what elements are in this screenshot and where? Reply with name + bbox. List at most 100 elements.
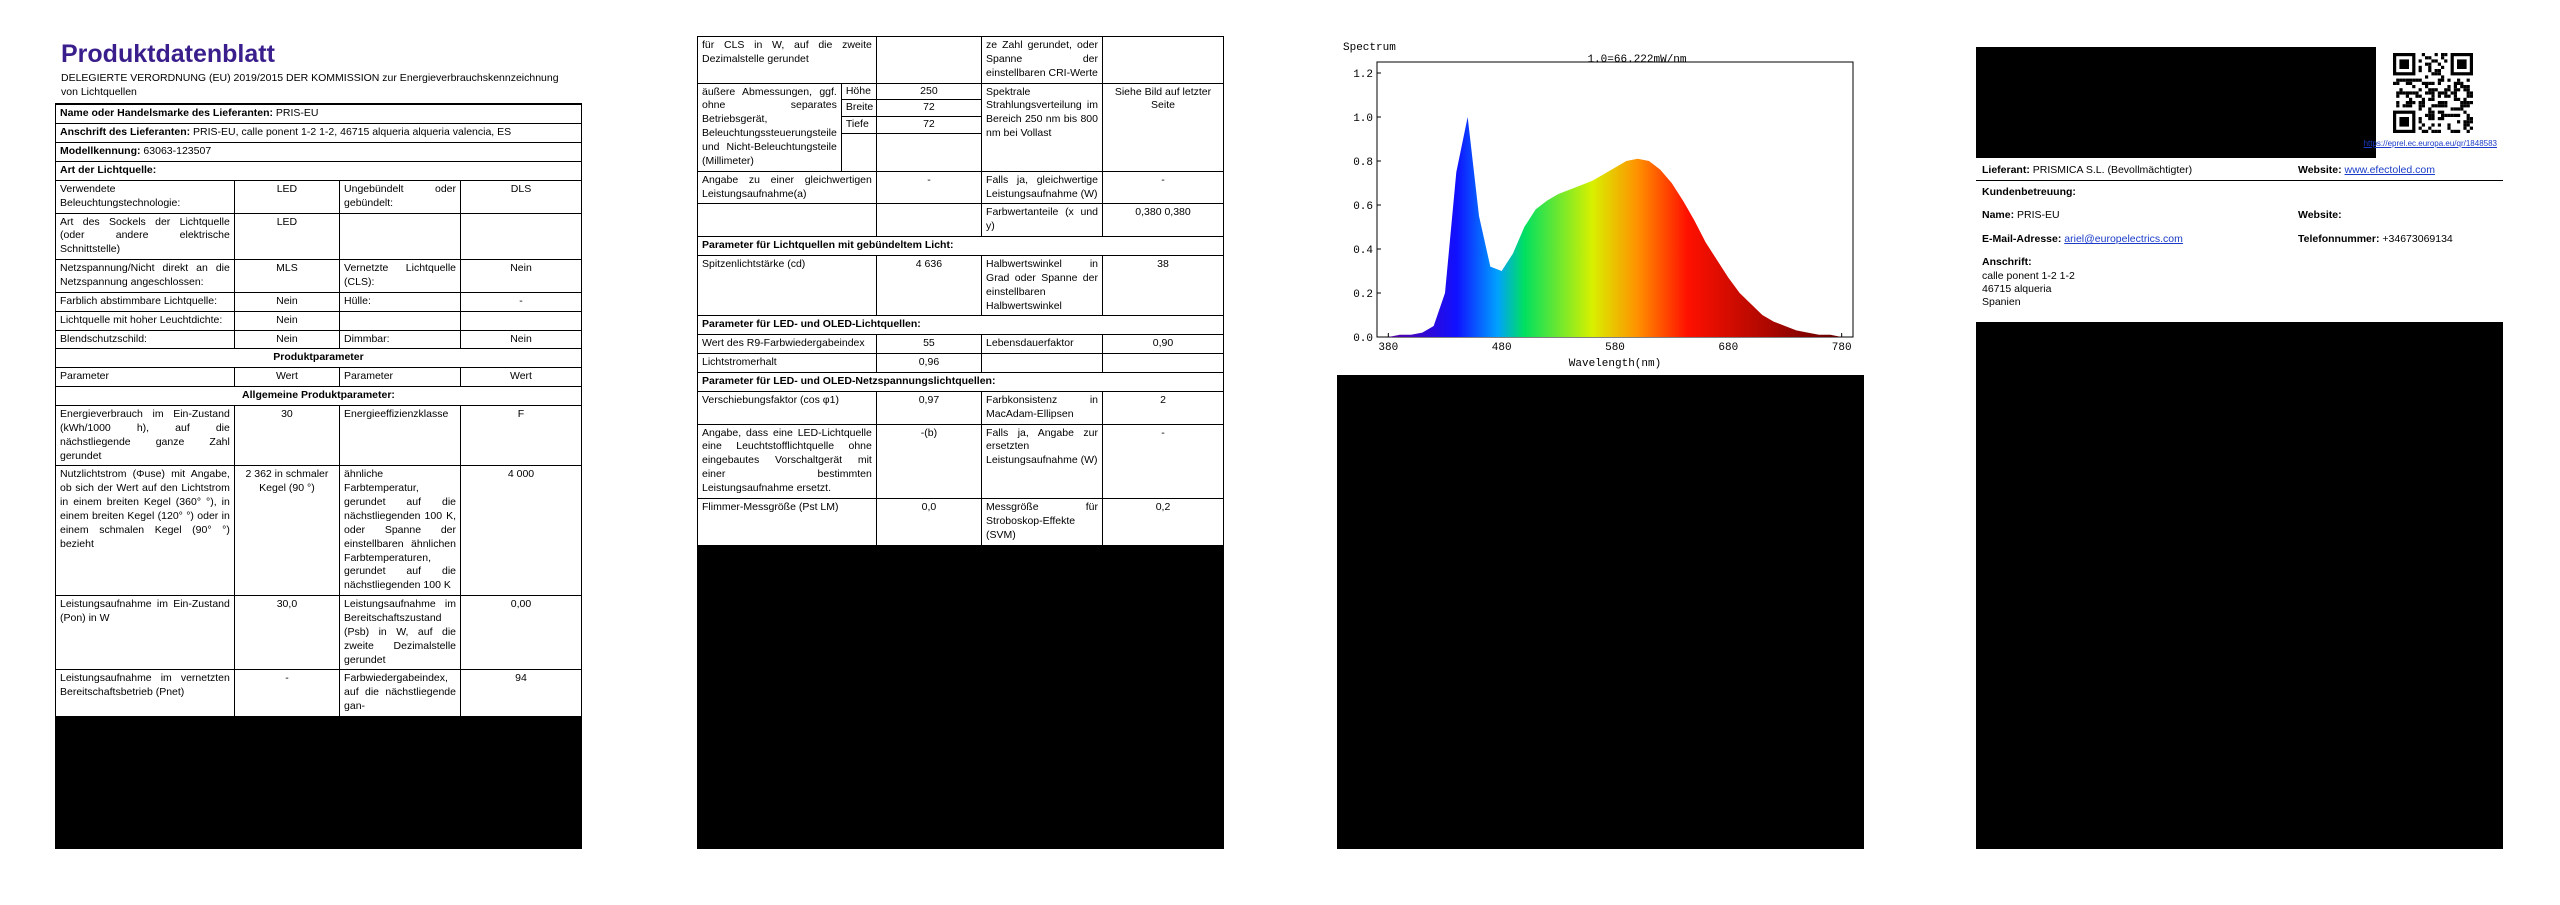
qr-module [2457, 120, 2461, 124]
qr-module [2431, 110, 2435, 114]
qr-module [2466, 120, 2470, 124]
qr-module [2466, 91, 2470, 95]
qr-module [2447, 126, 2451, 130]
qr-module [2428, 117, 2432, 121]
table-cell: Wert [233, 367, 341, 388]
label: Kundenbetreuung: [1982, 186, 2076, 198]
qr-module [2469, 101, 2473, 105]
annotation: 1.0=66.222mW/nm [1587, 54, 1686, 66]
qr-module [2431, 94, 2435, 98]
qr-module [2399, 88, 2403, 92]
qr-code [2393, 53, 2473, 133]
qr-module [2447, 94, 2451, 98]
table-cell: Leistungsaufnahme im vernetzten Bereitsc… [55, 669, 235, 717]
address-line: 46715 alqueria [1982, 283, 2052, 295]
y-tick-label: 0.0 [1353, 333, 1373, 345]
qr-module [2437, 110, 2441, 114]
website-link[interactable]: www.efectoled.com [2344, 164, 2435, 176]
qr-module [2463, 104, 2467, 108]
section-heading: Art der Lichtquelle: [55, 160, 582, 181]
qr-module [2437, 117, 2441, 121]
qr-module [2441, 65, 2445, 69]
qr-module [2409, 81, 2413, 85]
qr-module [2396, 78, 2400, 82]
sheet-subtitle: DELEGIERTE VERORDNUNG (EU) 2019/2015 DER… [55, 71, 582, 105]
qr-module [2434, 129, 2438, 133]
qr-module [2396, 104, 2400, 108]
qr-module [2431, 72, 2435, 76]
qr-module [2421, 123, 2425, 127]
table-row: Farblich abstimmbare Lichtquelle: Nein Hül… [55, 291, 582, 312]
page-one: Produktdatenblatt DELEGIERTE VERORDNUNG … [55, 36, 582, 849]
qr-module [2402, 91, 2406, 95]
qr-module [2437, 123, 2441, 127]
qr-module [2396, 94, 2400, 98]
x-tick-label: 380 [1378, 342, 1398, 354]
qr-module [2437, 101, 2441, 105]
table-row: Flimmer-Messgröße (Pst LM) 0,0 Messgröße f… [697, 497, 1224, 546]
qr-module [2463, 123, 2467, 127]
qr-module [2405, 101, 2409, 105]
table-row: Nutzlichtstrom (Φuse) mit Angabe, ob sic… [55, 465, 582, 597]
table-cell: Angabe, dass eine LED-Lichtquelle eine L… [697, 423, 877, 499]
y-tick-label: 0.4 [1353, 245, 1373, 257]
email-link[interactable]: ariel@europelectrics.com [2064, 233, 2183, 245]
table-cell: Nein [460, 259, 582, 293]
field-value: PRIS-EU [275, 107, 319, 120]
qr-module [2428, 107, 2432, 111]
table-cell: Netzspannung/Nicht direkt an die Netzspa… [55, 259, 235, 293]
table-cell [981, 353, 1103, 374]
qr-module [2405, 94, 2409, 98]
qr-module [2431, 129, 2435, 133]
dimension-name: Höhe [841, 84, 878, 101]
qr-module [2450, 107, 2454, 111]
table-cell: Farbkonsistenz in MacAdam-Ellipsen [981, 390, 1103, 425]
qr-module [2434, 72, 2438, 76]
label: Name: [1982, 209, 2015, 221]
qr-module [2469, 126, 2473, 130]
table-cell: DLS [460, 179, 582, 214]
qr-module [2453, 107, 2457, 111]
table-cell: 2 362 in schmaler Kegel (90 °) [233, 465, 341, 597]
label: Website: [2298, 209, 2342, 221]
qr-module [2425, 62, 2429, 66]
qr-module [2421, 81, 2425, 85]
qr-module [2428, 110, 2432, 114]
table-cell: Farbwiedergabeindex, auf die nächstliege… [339, 669, 461, 717]
x-tick-label: 580 [1605, 342, 1625, 354]
qr-module [2466, 78, 2470, 82]
qr-module [2457, 113, 2461, 117]
qr-module [2463, 88, 2467, 92]
label: Lieferant: [1982, 164, 2030, 176]
field-label: Name oder Handelsmarke des Lieferanten: [60, 107, 273, 120]
table-cell: Energieverbrauch im Ein-Zustand (kWh/100… [55, 404, 235, 467]
page-three: Spectrum 1.0=66.222mW/nm Wavelength(nm) … [1337, 36, 1864, 849]
qr-module [2399, 78, 2403, 82]
table-cell: F [460, 404, 582, 467]
table-cell: - [875, 170, 983, 205]
table-cell: 30,0 [233, 595, 341, 671]
qr-module [2405, 78, 2409, 82]
table-cell: - [460, 291, 582, 312]
qr-module [2437, 81, 2441, 85]
qr-module [2466, 85, 2470, 89]
divider [1976, 180, 2503, 181]
table-row: Wert des R9-Farbwiedergabeindex 55 Lebensd… [697, 334, 1224, 355]
qr-module [2418, 69, 2422, 73]
qr-module [2469, 91, 2473, 95]
table: für CLS in W, auf die zweite Dezimalstel… [697, 36, 1224, 546]
qr-module [2463, 97, 2467, 101]
table-cell: Anschrift des Lieferanten: PRIS-EU, call… [55, 123, 582, 144]
qr-module [2460, 85, 2464, 89]
table-cell: Angabe zu einer gleichwertigen Leistungs… [697, 170, 877, 205]
qr-module [2415, 91, 2419, 95]
dimension-name: Breite [841, 100, 878, 118]
qr-module [2402, 78, 2406, 82]
table-row: Art des Sockels der Lichtquelle (oder an… [55, 212, 582, 261]
qr-module [2441, 117, 2445, 121]
table-cell: Lichtquelle mit hoher Leuchtdichte: [55, 310, 235, 331]
qr-module [2444, 91, 2448, 95]
qr-module [2457, 97, 2461, 101]
eprel-link[interactable]: https://eprel.ec.europa.eu/qr/1848583 [2363, 139, 2497, 148]
section-heading: Parameter für LED- und OLED-Lichtquellen… [697, 315, 1224, 336]
